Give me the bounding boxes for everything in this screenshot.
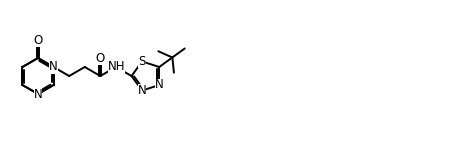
Text: N: N [138, 84, 146, 97]
Text: N: N [49, 60, 58, 73]
Text: O: O [33, 34, 43, 47]
Text: N: N [34, 87, 43, 100]
Text: NH: NH [108, 60, 125, 73]
Text: O: O [96, 52, 105, 65]
Text: N: N [155, 79, 164, 92]
Text: S: S [139, 55, 146, 68]
